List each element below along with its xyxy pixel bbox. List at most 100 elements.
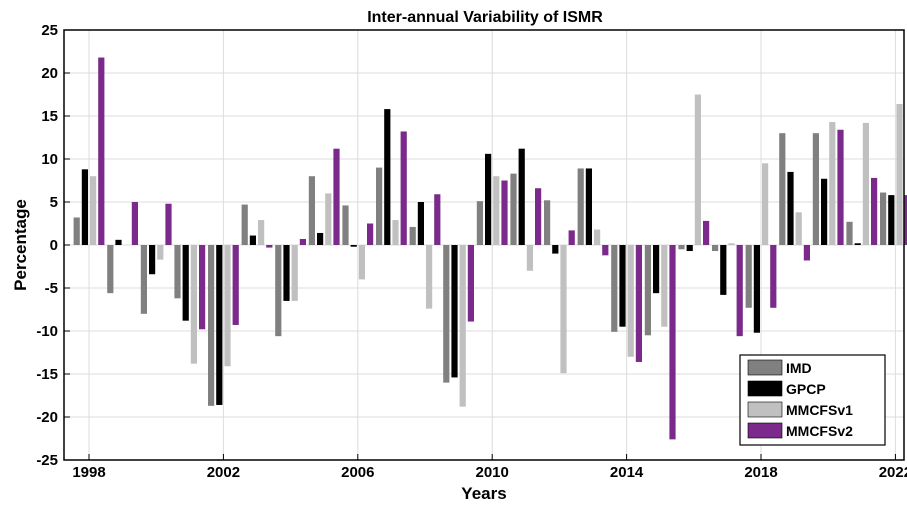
bar-gpcp-2001	[182, 245, 189, 321]
x-axis-label: Years	[461, 484, 506, 503]
x-tick-label: 2006	[341, 464, 374, 481]
bar-gpcp-2004	[283, 245, 290, 301]
bar-mmcfsv1-1998	[90, 176, 97, 245]
y-tick-label: 20	[41, 65, 58, 82]
bar-imd-2003	[241, 204, 248, 245]
bar-mmcfsv2-2004	[299, 238, 306, 245]
bar-mmcfsv2-2020	[837, 129, 844, 245]
bar-imd-2007	[376, 167, 383, 245]
bar-mmcfsv2-2007	[400, 131, 407, 245]
bar-imd-2008	[409, 226, 416, 245]
bar-mmcfsv2-2019	[803, 245, 810, 261]
bar-gpcp-2002	[216, 245, 223, 405]
bar-mmcfsv1-2002	[224, 245, 231, 367]
bar-mmcfsv2-2009	[467, 245, 474, 322]
bar-mmcfsv1-2007	[392, 220, 399, 245]
bar-mmcfsv2-2001	[199, 245, 206, 330]
bar-mmcfsv1-2003	[258, 220, 265, 245]
legend-swatch-gpcp	[747, 380, 783, 397]
bar-mmcfsv2-2022	[904, 195, 907, 245]
legend: IMD GPCP MMCFSv1 MMCFSv2	[739, 354, 886, 446]
bar-gpcp-1998	[81, 169, 88, 245]
y-tick-label: 10	[41, 151, 58, 168]
legend-label-mmcfsv2: MMCFSv2	[786, 423, 853, 439]
bar-imd-2009	[443, 245, 450, 383]
bar-imd-2021	[846, 221, 853, 245]
bar-imd-2018	[745, 245, 752, 308]
bar-mmcfsv1-2017	[728, 243, 735, 245]
y-tick-label: -5	[45, 280, 58, 297]
legend-swatch-mmcfsv2	[747, 422, 783, 439]
bar-imd-2000	[140, 245, 147, 314]
bar-mmcfsv1-2006	[358, 245, 365, 280]
bar-mmcfsv1-2014	[627, 245, 634, 357]
bar-mmcfsv2-2014	[635, 245, 642, 362]
bar-mmcfsv1-2018	[762, 163, 769, 245]
bar-gpcp-2008	[417, 202, 424, 245]
bar-gpcp-2016	[686, 245, 693, 252]
bar-mmcfsv1-2004	[291, 245, 298, 301]
bar-mmcfsv2-2000	[165, 203, 172, 245]
bar-gpcp-2020	[821, 178, 828, 245]
bar-mmcfsv1-2010	[493, 176, 500, 245]
bar-mmcfsv2-2015	[669, 245, 676, 440]
bar-gpcp-2013	[585, 168, 592, 245]
bar-gpcp-2011	[518, 148, 525, 245]
bar-gpcp-2006	[350, 245, 357, 247]
bar-mmcfsv2-2002	[232, 245, 239, 325]
bar-mmcfsv2-2003	[266, 245, 273, 248]
bar-gpcp-2012	[552, 245, 559, 254]
bar-gpcp-2021	[854, 243, 861, 245]
legend-swatch-mmcfsv1	[747, 401, 783, 418]
legend-swatch-imd	[747, 359, 783, 376]
bar-imd-2013	[577, 168, 584, 245]
bar-imd-2011	[510, 173, 517, 245]
bar-gpcp-1999	[115, 239, 122, 245]
bar-mmcfsv2-2016	[703, 220, 710, 245]
bar-mmcfsv1-2020	[829, 122, 836, 245]
bar-mmcfsv1-2009	[459, 245, 466, 407]
bar-gpcp-2019	[787, 171, 794, 245]
bars	[73, 57, 907, 440]
legend-label-mmcfsv1: MMCFSv1	[786, 402, 853, 418]
bar-mmcfsv1-2021	[862, 122, 869, 245]
bar-gpcp-2007	[384, 109, 391, 246]
y-axis-label: Percentage	[11, 199, 30, 291]
y-tick-label: 15	[41, 108, 58, 125]
x-tick-label: 2010	[476, 464, 509, 481]
axis-ticks: 25 20 15 10 5 0 -5 -10 -15 -20 -25 1998 2002 2006 2010…	[36, 22, 907, 481]
bar-gpcp-2000	[149, 245, 156, 275]
y-tick-label: 25	[41, 22, 58, 39]
bar-mmcfsv1-2016	[694, 94, 701, 245]
bar-imd-2010	[476, 201, 483, 245]
bar-imd-2001	[174, 245, 181, 299]
x-tick-label: 2018	[744, 464, 777, 481]
bar-imd-2022	[880, 192, 887, 245]
bar-gpcp-2022	[888, 195, 895, 245]
bar-imd-2012	[544, 200, 551, 245]
bar-imd-2006	[342, 205, 349, 245]
bar-mmcfsv1-2015	[661, 245, 668, 327]
bar-imd-2019	[779, 133, 786, 245]
y-tick-label: -20	[36, 409, 58, 426]
bar-mmcfsv2-2005	[333, 148, 340, 245]
bar-gpcp-2017	[720, 245, 727, 295]
bar-imd-2016	[678, 245, 685, 250]
x-tick-label: 2014	[610, 464, 644, 481]
bar-gpcp-2015	[653, 245, 660, 294]
bar-gpcp-2018	[753, 245, 760, 333]
bar-imd-2004	[275, 245, 282, 337]
y-tick-label: 5	[50, 194, 58, 211]
bar-imd-2002	[208, 245, 215, 406]
bar-imd-2017	[712, 245, 719, 252]
bar-mmcfsv1-2012	[560, 245, 567, 374]
legend-label-gpcp: GPCP	[786, 381, 826, 397]
bar-mmcfsv2-2011	[535, 188, 542, 245]
x-tick-label: 2022	[879, 464, 907, 481]
chart-title: Inter-annual Variability of ISMR	[367, 9, 603, 26]
bar-mmcfsv2-2006	[367, 223, 374, 245]
bar-mmcfsv2-2008	[434, 194, 441, 245]
bar-gpcp-2010	[485, 153, 492, 245]
